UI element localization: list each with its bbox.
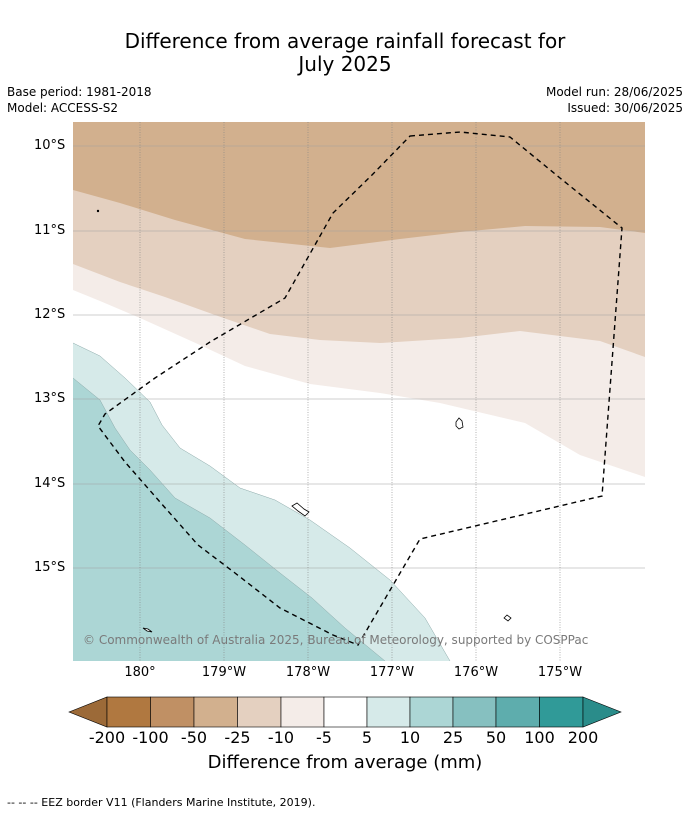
colorbar-tick: 50 [485,728,507,747]
lat-label-15s: 15°S [34,560,66,575]
colorbar-tick: 25 [442,728,464,747]
colorbar [68,696,622,728]
colorbar-tick: -200 [88,728,126,747]
colorbar-tick: 200 [567,728,599,747]
model-name: Model: ACCESS-S2 [7,101,119,115]
colorbar-tick: -25 [224,728,251,747]
title-line-1: Difference from average rainfall forecas… [124,29,566,53]
island-dot-north [96,209,100,213]
lon-label-177w: 177°W [369,665,415,680]
colorbar-segment-3 [193,696,238,728]
title-line-2: July 2025 [298,52,392,76]
colorbar-tick: -5 [316,728,332,747]
meta-left: Base period: 1981-2018 Model: ACCESS-S2 [7,84,152,116]
colorbar-segment-6 [323,696,368,728]
colorbar-segment-4 [237,696,282,728]
lat-label-11s: 11°S [34,223,66,238]
issued-date: Issued: 30/06/2025 [567,101,683,115]
lon-label-179w: 179°W [201,665,247,680]
lon-label-176w: 176°W [453,665,499,680]
chart-title: Difference from average rainfall forecas… [0,30,690,76]
island-futuna [291,502,310,517]
colorbar-segment-10 [495,696,540,728]
colorbar-segment-9 [452,696,497,728]
eez-footnote: -- -- -- EEZ border V11 (Flanders Marine… [7,796,316,809]
island-wallis [455,417,464,430]
colorbar-tick: 10 [399,728,421,747]
copyright-notice: © Commonwealth of Australia 2025, Bureau… [83,633,589,647]
latitude-gridlines [73,145,645,569]
colorbar-extend-low [68,696,108,728]
colorbar-tick: -100 [132,728,169,747]
colorbar-tick: -10 [267,728,295,747]
lon-label-180: 180° [124,665,156,680]
meta-right: Model run: 28/06/2025 Issued: 30/06/2025 [546,84,683,116]
colorbar-segment-8 [409,696,454,728]
colorbar-tick: 100 [524,728,555,747]
colorbar-title: Difference from average (mm) [207,752,483,773]
lat-label-13s: 13°S [34,391,66,406]
map-area [73,122,645,661]
island-small-west [142,627,153,633]
colorbar-extend-high [582,696,622,728]
base-period: Base period: 1981-2018 [7,85,152,99]
contour-plus10 [73,377,386,661]
contour-plus5 [73,342,451,661]
colorbar-tick: -50 [180,728,208,747]
eez-border [97,131,623,646]
colorbar-segment-2 [150,696,195,728]
model-run: Model run: 28/06/2025 [545,85,683,99]
lon-label-178w: 178°W [285,665,331,680]
rain-band-minus50 [73,122,645,248]
lat-label-14s: 14°S [34,476,66,491]
colorbar-segment-7 [366,696,411,728]
islands [96,209,512,633]
colorbar-segment-1 [106,696,151,728]
lat-label-12s: 12°S [34,307,66,322]
colorbar-segment-11 [539,696,584,728]
lon-label-175w: 175°W [537,665,583,680]
rain-band-plus10 [73,378,385,661]
lat-label-10s: 10°S [34,138,66,153]
colorbar-segment-5 [280,696,325,728]
island-small-east [503,614,512,622]
colorbar-tick: 5 [361,728,373,747]
